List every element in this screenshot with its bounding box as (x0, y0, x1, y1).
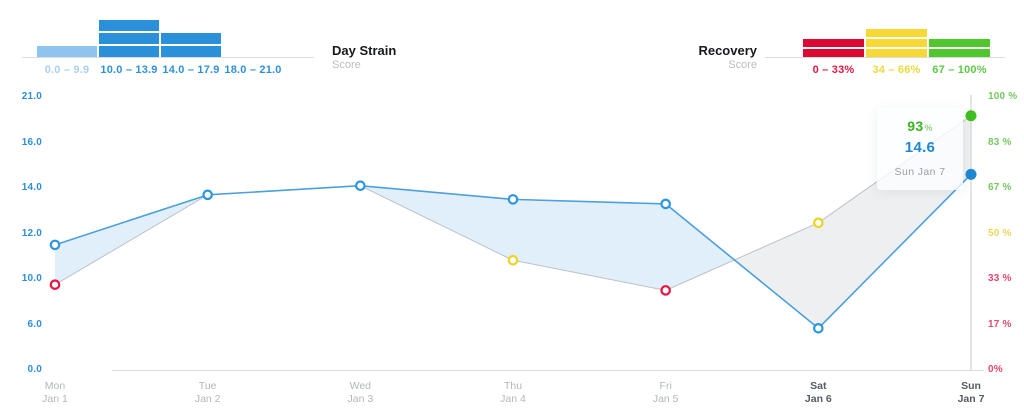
left-axis-tick: 12.0 (0, 228, 42, 239)
day-label-thu: ThuJan 4 (468, 380, 558, 405)
day-date: Jan 2 (163, 393, 253, 406)
percent-sign: % (924, 123, 932, 133)
day-name: Sat (773, 380, 863, 393)
strain-point-sun[interactable] (966, 169, 977, 180)
strain-point-tue[interactable] (203, 191, 211, 199)
strain-recovery-weekly-chart: 0.0 – 9.910.0 – 13.914.0 – 17.918.0 – 21… (0, 0, 1024, 413)
day-date: Jan 6 (773, 393, 863, 406)
left-axis-tick: 10.0 (0, 273, 42, 284)
day-date: Jan 5 (621, 393, 711, 406)
right-axis-tick: 33 % (988, 273, 1012, 284)
left-axis-tick: 21.0 (0, 91, 42, 102)
day-label-sat: SatJan 6 (773, 380, 863, 405)
day-label-fri: FriJan 5 (621, 380, 711, 405)
right-axis-tick: 83 % (988, 137, 1012, 148)
day-date: Jan 1 (10, 393, 100, 406)
strain-point-thu[interactable] (509, 195, 517, 203)
day-label-tue: TueJan 2 (163, 380, 253, 405)
tooltip-strain-value: 14.6 (877, 139, 963, 156)
tooltip-recovery-value: 93% (877, 118, 963, 134)
day-name: Tue (163, 380, 253, 393)
day-label-wed: WedJan 3 (315, 380, 405, 405)
day-name: Thu (468, 380, 558, 393)
day-name: Sun (926, 380, 1016, 393)
day-name: Wed (315, 380, 405, 393)
tooltip-date-label: Sun Jan 7 (877, 166, 963, 178)
recovery-point-sat[interactable] (814, 219, 822, 227)
left-axis-tick: 6.0 (0, 319, 42, 330)
recovery-point-fri[interactable] (661, 286, 669, 294)
right-axis-tick: 50 % (988, 228, 1012, 239)
selected-day-tooltip: 93% 14.6 Sun Jan 7 (877, 108, 963, 190)
right-axis-tick: 0% (988, 364, 1003, 375)
recovery-point-thu[interactable] (509, 256, 517, 264)
recovery-point-mon[interactable] (51, 280, 59, 288)
strain-point-mon[interactable] (51, 241, 59, 249)
day-date: Jan 3 (315, 393, 405, 406)
day-date: Jan 4 (468, 393, 558, 406)
day-name: Fri (621, 380, 711, 393)
left-axis-tick: 0.0 (0, 364, 42, 375)
right-axis-tick: 17 % (988, 319, 1012, 330)
right-axis-tick: 100 % (988, 91, 1017, 102)
right-axis-tick: 67 % (988, 182, 1012, 193)
day-label-mon: MonJan 1 (10, 380, 100, 405)
day-name: Mon (10, 380, 100, 393)
strain-point-wed[interactable] (356, 182, 364, 190)
strain-point-fri[interactable] (661, 200, 669, 208)
strain-point-sat[interactable] (814, 324, 822, 332)
left-axis-tick: 16.0 (0, 137, 42, 148)
day-label-sun: SunJan 7 (926, 380, 1016, 405)
left-axis-tick: 14.0 (0, 182, 42, 193)
day-date: Jan 7 (926, 393, 1016, 406)
recovery-point-sun[interactable] (966, 110, 977, 121)
weekly-chart-canvas (0, 0, 1024, 413)
strain-above-recovery-fill (55, 186, 734, 291)
